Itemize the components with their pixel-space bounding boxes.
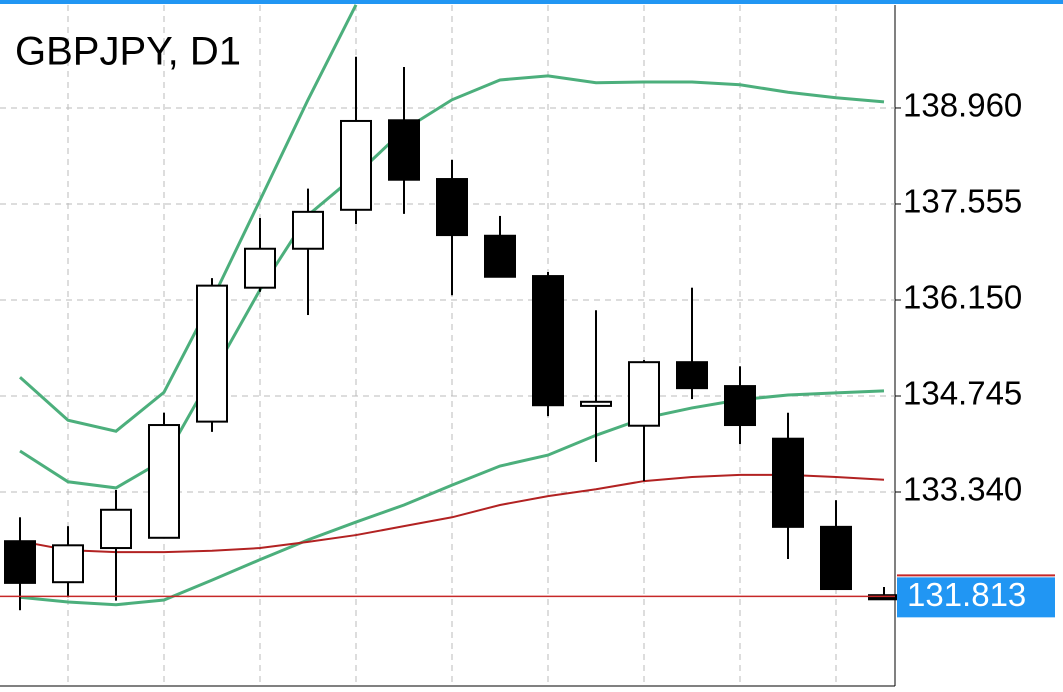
y-tick-label: 133.340 [903, 471, 1022, 508]
vertical-grid [67, 5, 837, 686]
candle-body [580, 400, 612, 407]
chart-title: GBPJPY, D1 [15, 30, 241, 74]
y-tick-label: 137.555 [903, 183, 1022, 220]
candle-body [4, 540, 36, 584]
candle-body [628, 361, 660, 427]
candle-body [340, 119, 372, 211]
candle-body [820, 525, 852, 591]
candle-body [484, 234, 516, 278]
y-tick-label: 138.960 [903, 87, 1022, 124]
plot [0, 4, 900, 611]
candle-body [292, 210, 324, 250]
candle-body [52, 544, 84, 584]
y-tick-label: 134.745 [903, 375, 1022, 412]
indicator-line [19, 473, 885, 554]
candle-body [676, 361, 708, 390]
price-label: 131.813 [907, 576, 1026, 613]
candle-body [388, 119, 420, 181]
candle-body [148, 424, 180, 539]
candle-body [532, 275, 564, 407]
y-tick-label: 136.150 [903, 279, 1022, 316]
candle-body [772, 437, 804, 528]
candle-body [724, 385, 756, 427]
top-bar [0, 0, 1063, 4]
candle-body [196, 284, 228, 423]
indicator-line [18, 4, 358, 433]
price-label-box [897, 577, 1055, 618]
candle-body [100, 508, 132, 550]
candle-body [244, 247, 276, 289]
candle-body [436, 178, 468, 237]
